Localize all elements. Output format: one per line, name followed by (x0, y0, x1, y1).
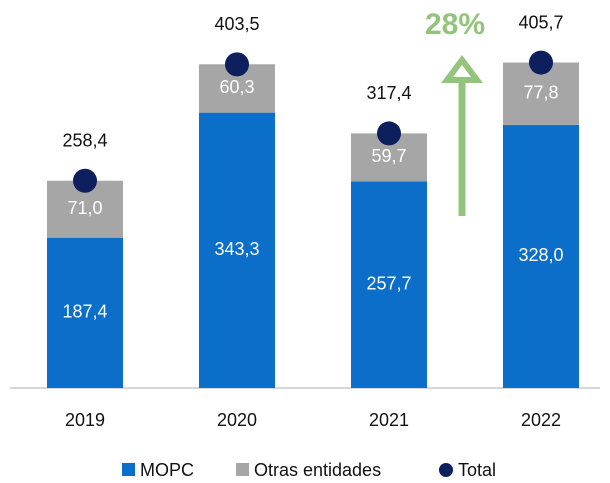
arrow-head (441, 55, 483, 83)
data-label: 343,3 (214, 239, 259, 259)
x-tick-label: 2020 (217, 410, 257, 430)
bar-segment (351, 181, 427, 388)
legend-label: Otras entidades (254, 460, 381, 480)
total-label: 258,4 (62, 130, 107, 150)
legend-label: Total (458, 460, 496, 480)
legend-swatch (439, 463, 453, 477)
legend-swatch (122, 463, 135, 476)
legend-label: MOPC (140, 460, 194, 480)
data-label: 328,0 (518, 245, 563, 265)
x-tick-label: 2019 (65, 410, 105, 430)
total-marker (529, 50, 553, 75)
data-label: 59,7 (371, 146, 406, 166)
growth-arrow (441, 55, 483, 216)
data-label: 60,3 (219, 77, 254, 97)
total-marker (73, 168, 97, 193)
bar-segment (503, 124, 579, 389)
x-tick-label: 2021 (369, 410, 409, 430)
data-label: 257,7 (366, 273, 411, 293)
data-label: 77,8 (523, 82, 558, 102)
bar-segment (47, 237, 123, 388)
total-label: 317,4 (366, 83, 411, 103)
total-label: 405,7 (518, 12, 563, 32)
bar-segment (199, 112, 275, 389)
legend-swatch (236, 463, 249, 476)
total-marker (225, 52, 249, 77)
data-label: 187,4 (62, 302, 107, 322)
total-label: 403,5 (214, 14, 259, 34)
annotation: 28% (425, 8, 485, 41)
x-tick-label: 2022 (521, 410, 561, 430)
data-label: 71,0 (67, 198, 102, 218)
total-marker (377, 121, 401, 146)
